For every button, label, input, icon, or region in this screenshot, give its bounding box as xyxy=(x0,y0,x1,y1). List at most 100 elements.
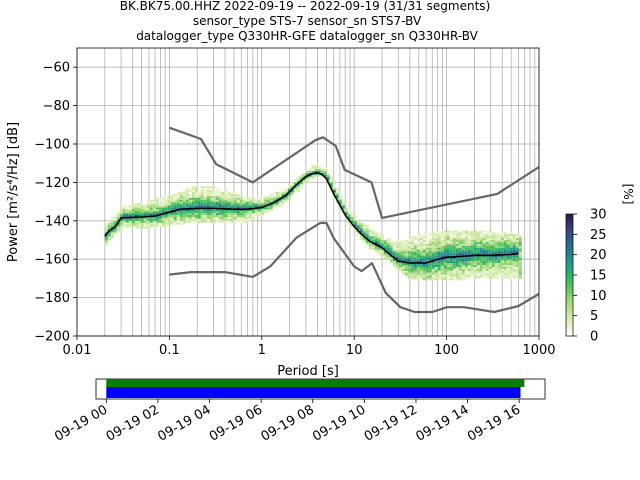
histogram-cell xyxy=(125,218,129,221)
histogram-cell xyxy=(416,241,420,244)
histogram-cell xyxy=(176,215,180,217)
histogram-cell xyxy=(116,228,120,231)
histogram-cell xyxy=(224,213,228,216)
histogram-cell xyxy=(509,274,513,277)
histogram-cell xyxy=(506,266,510,269)
histogram-cell xyxy=(464,266,468,269)
histogram-cell xyxy=(152,222,156,225)
histogram-cell xyxy=(287,193,291,196)
histogram-cell xyxy=(131,211,135,214)
histogram-cell xyxy=(233,199,237,202)
histogram-cell xyxy=(317,167,321,169)
histogram-cell xyxy=(104,240,108,242)
histogram-cell xyxy=(233,216,237,219)
histogram-cell xyxy=(506,236,510,239)
histogram-cell xyxy=(389,249,393,252)
histogram-cell xyxy=(149,226,153,229)
histogram-cell xyxy=(380,245,384,248)
histogram-cell xyxy=(395,240,399,242)
histogram-cell xyxy=(278,203,282,206)
histogram-cell xyxy=(395,263,399,265)
histogram-cell xyxy=(302,178,306,181)
histogram-cell xyxy=(494,266,498,269)
histogram-cell xyxy=(209,199,213,202)
histogram-cell xyxy=(449,234,453,237)
histogram-cell xyxy=(452,232,456,235)
histogram-cell xyxy=(131,203,135,206)
histogram-cell xyxy=(191,190,195,192)
histogram-cell xyxy=(455,245,459,248)
histogram-cell xyxy=(197,193,201,196)
histogram-cell xyxy=(476,241,480,244)
histogram-cell xyxy=(200,197,204,200)
histogram-cell xyxy=(461,274,465,277)
histogram-cell xyxy=(284,199,288,202)
x-tick-label: 1000 xyxy=(522,343,555,358)
histogram-cell xyxy=(404,240,408,242)
histogram-cell xyxy=(197,220,201,223)
histogram-cell xyxy=(116,224,120,227)
histogram-cell xyxy=(452,257,456,260)
histogram-cell xyxy=(467,243,471,246)
histogram-cell xyxy=(143,222,147,225)
histogram-cell xyxy=(455,241,459,244)
histogram-cell xyxy=(317,174,321,177)
histogram-cell xyxy=(173,220,177,223)
histogram-cell xyxy=(245,203,249,206)
histogram-cell xyxy=(239,218,243,221)
histogram-cell xyxy=(425,249,429,252)
histogram-cell xyxy=(404,257,408,260)
histogram-cell xyxy=(119,209,123,212)
histogram-cell xyxy=(461,240,465,242)
histogram-cell xyxy=(392,247,396,250)
histogram-cell xyxy=(509,268,513,271)
timeline-tick-label: 09-19 08 xyxy=(259,402,317,444)
histogram-cell xyxy=(293,180,297,183)
histogram-cell xyxy=(392,251,396,254)
histogram-cell xyxy=(233,220,237,223)
histogram-cell xyxy=(485,234,489,237)
histogram-cell xyxy=(176,205,180,208)
histogram-cell xyxy=(443,236,447,239)
histogram-cell xyxy=(122,215,126,217)
histogram-cell xyxy=(488,255,492,258)
histogram-cell xyxy=(185,203,189,206)
histogram-cell xyxy=(368,234,372,237)
histogram-cell xyxy=(497,257,501,260)
histogram-cell xyxy=(218,205,222,208)
histogram-cell xyxy=(428,232,432,235)
histogram-cell xyxy=(437,270,441,273)
y-tick-label: −180 xyxy=(34,291,70,306)
histogram-cell xyxy=(488,264,492,267)
histogram-cell xyxy=(431,251,435,254)
histogram-cell xyxy=(323,172,327,175)
histogram-cell xyxy=(467,251,471,254)
histogram-cell xyxy=(245,215,249,217)
histogram-cell xyxy=(104,228,108,231)
histogram-cell xyxy=(269,199,273,202)
histogram-cell xyxy=(437,238,441,240)
histogram-cell xyxy=(218,215,222,217)
histogram-cell xyxy=(164,224,168,227)
histogram-cell xyxy=(185,205,189,208)
histogram-cell xyxy=(107,222,111,225)
histogram-cell xyxy=(470,236,474,239)
histogram-cell xyxy=(182,197,186,200)
histogram-cell xyxy=(515,247,519,250)
histogram-cell xyxy=(104,226,108,229)
histogram-cell xyxy=(269,193,273,196)
histogram-cell xyxy=(161,203,165,206)
histogram-cell xyxy=(434,234,438,237)
title-line-2: sensor_type STS-7 sensor_sn STS7-BV xyxy=(193,14,422,28)
histogram-cell xyxy=(467,266,471,269)
histogram-cell xyxy=(509,259,513,262)
histogram-cell xyxy=(356,226,360,229)
histogram-cell xyxy=(203,201,207,204)
histogram-cell xyxy=(515,263,519,265)
histogram-cell xyxy=(173,218,177,221)
histogram-cell xyxy=(188,216,192,219)
histogram-cell xyxy=(476,276,480,279)
histogram-cell xyxy=(425,251,429,254)
histogram-cell xyxy=(203,193,207,196)
histogram-cell xyxy=(488,270,492,273)
